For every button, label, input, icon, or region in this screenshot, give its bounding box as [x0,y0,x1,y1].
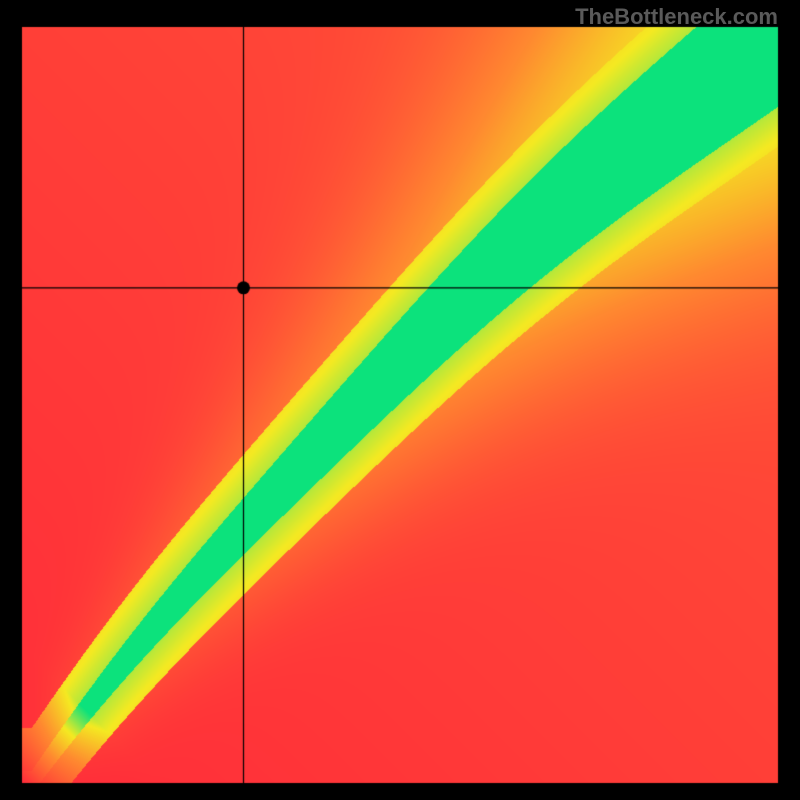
chart-container: TheBottleneck.com [0,0,800,800]
heatmap-canvas [0,0,800,800]
watermark-text: TheBottleneck.com [575,4,778,30]
